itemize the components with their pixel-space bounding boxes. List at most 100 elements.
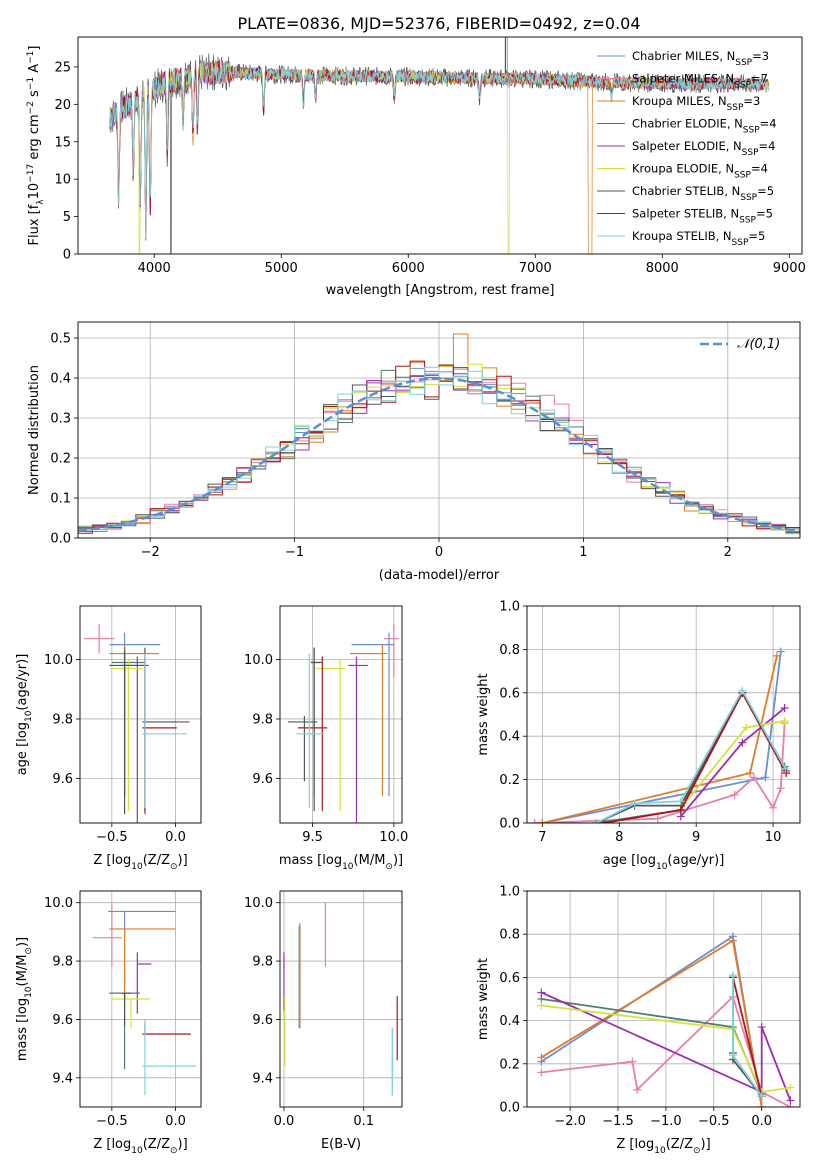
x-axis-label: Z [log10(Z/Z⊙)] (93, 1137, 187, 1156)
label-part: Salpeter MILES, N (632, 72, 734, 86)
data-point (738, 738, 747, 747)
gridlines (280, 891, 402, 1107)
ticks: 4000 5000 6000 7000 8000 9000 0 5 10 15 20 25 (54, 60, 805, 276)
gridlines (80, 606, 201, 823)
label-part: (M/M (15, 955, 30, 987)
y-tick-label: 9.6 (252, 772, 273, 787)
legend-entry: Kroupa STELIB, NSSP=5 (632, 229, 765, 248)
x-tick-label: 10 (765, 830, 782, 845)
y-axis-label: Flux [fλ10−17 erg cm−2 s−1 A−1] (26, 46, 46, 246)
label-part: Kroupa MILES, N (632, 94, 727, 108)
y-tick-label: 10.0 (44, 653, 73, 668)
data-point (757, 1023, 766, 1032)
label-part: (age/yr)] (15, 654, 30, 711)
x-tick-label: 5000 (265, 261, 298, 276)
plot-area (537, 932, 795, 1107)
x-axis-label: age [log10(age/yr)] (603, 853, 725, 872)
label-part: Chabrier STELIB, N (632, 184, 740, 198)
legend-entry: Chabrier MILES, NSSP=3 (632, 49, 769, 68)
series-line-5 (541, 1004, 791, 1093)
plot-area (288, 623, 399, 823)
y-tick-label: 15 (54, 135, 71, 150)
label-part: ] (27, 46, 42, 51)
y-tick-label: 9.4 (52, 1071, 73, 1086)
hist-legend: 𝒩(0,1) (700, 337, 780, 352)
y-tick-label: 10.0 (244, 653, 273, 668)
residual_hist-panel: −2 −1 0 1 2 0.0 0.1 0.2 0.3 0.4 0.5 (data-model)/er… (27, 321, 801, 583)
data-point (749, 773, 758, 782)
ticks: 7 8 9 10 0.0 0.2 0.4 0.6 0.8 1.0 (499, 600, 781, 846)
label-part: ⊙ (24, 947, 34, 955)
y-tick-label: 9.8 (52, 712, 73, 727)
data-point (537, 1068, 546, 1077)
label-part: age [ (603, 853, 636, 868)
label-sub: 10 (24, 986, 34, 998)
label-part: −1 (26, 51, 36, 64)
y-tick-label: 0.2 (499, 1057, 520, 1072)
label-part: (Z/Z (666, 1137, 693, 1152)
x-axis-label: wavelength [Angstrom, rest frame] (326, 283, 555, 298)
label-part: −17 (26, 164, 36, 183)
y-tick-label: 0.2 (50, 452, 71, 467)
y-tick-label: 0.5 (50, 332, 71, 347)
y-tick-label: 0.8 (499, 928, 520, 943)
label-part: SSP (743, 126, 760, 136)
data-point (628, 1057, 637, 1066)
label-part: SSP (740, 193, 757, 203)
data-point (676, 805, 685, 814)
data-point (537, 1053, 546, 1062)
y-tick-label: 0.4 (50, 372, 71, 387)
label-part: )] (178, 1137, 188, 1152)
x-tick-label: 0.0 (165, 830, 186, 845)
data-point (630, 799, 639, 808)
data-point (530, 819, 539, 823)
data-point (786, 1083, 795, 1092)
y-tick-label: 0.6 (499, 686, 520, 701)
y-tick-label: 9.8 (52, 955, 73, 970)
label-part: wavelength [Angstrom, rest frame] (326, 283, 555, 298)
x-tick-label: 2 (724, 545, 732, 560)
label-part: mass weight (476, 958, 491, 1040)
data-point (780, 703, 789, 712)
label-part: =3 (743, 94, 760, 108)
ticks: 9.5 10.0 9.6 9.8 10.0 (244, 653, 408, 845)
y-axis-label: Normed distribution (27, 365, 42, 495)
x-tick-label: 4000 (138, 261, 171, 276)
label-part: Flux [f (27, 204, 42, 245)
legend-entry: Chabrier ELODIE, NSSP=4 (632, 117, 777, 136)
y-tick-label: 25 (54, 60, 71, 75)
label-part: ⊙ (170, 1146, 178, 1156)
axes-frame (279, 605, 403, 824)
label-part: Kroupa ELODIE, N (632, 162, 734, 176)
label-part: A (27, 64, 42, 77)
data-point (772, 651, 781, 660)
label-part: SSP (734, 171, 751, 181)
data-point (786, 1096, 795, 1105)
axes-frame (77, 321, 801, 539)
label-part: )] (701, 1137, 711, 1152)
y-tick-label: 0.3 (50, 412, 71, 427)
label-part: Salpeter ELODIE, N (632, 139, 742, 153)
spectrum-line-8 (109, 60, 770, 238)
label-part: E(B-V) (321, 1137, 361, 1152)
label-part: erg cm (27, 114, 42, 163)
series-line-7 (732, 977, 763, 1097)
data-point (653, 814, 662, 823)
label-sub: 10 (24, 710, 34, 722)
plot-area (283, 902, 398, 1096)
x-tick-label: 6000 (392, 261, 425, 276)
label-part: log (634, 1137, 654, 1152)
data-point (599, 819, 608, 823)
label-part: age [ (15, 742, 30, 775)
label-part: SSP (734, 81, 751, 91)
histogram-8 (78, 366, 800, 535)
data-point (757, 1092, 766, 1101)
y-tick-label: 9.4 (252, 1071, 273, 1086)
label-part: (data-model)/error (379, 568, 500, 583)
y-tick-label: 9.8 (252, 712, 273, 727)
y-axis-label: mass weight (476, 958, 491, 1040)
plot-area (109, 37, 770, 254)
data-point (782, 769, 791, 778)
legend-entry: Kroupa ELODIE, NSSP=4 (632, 162, 768, 181)
